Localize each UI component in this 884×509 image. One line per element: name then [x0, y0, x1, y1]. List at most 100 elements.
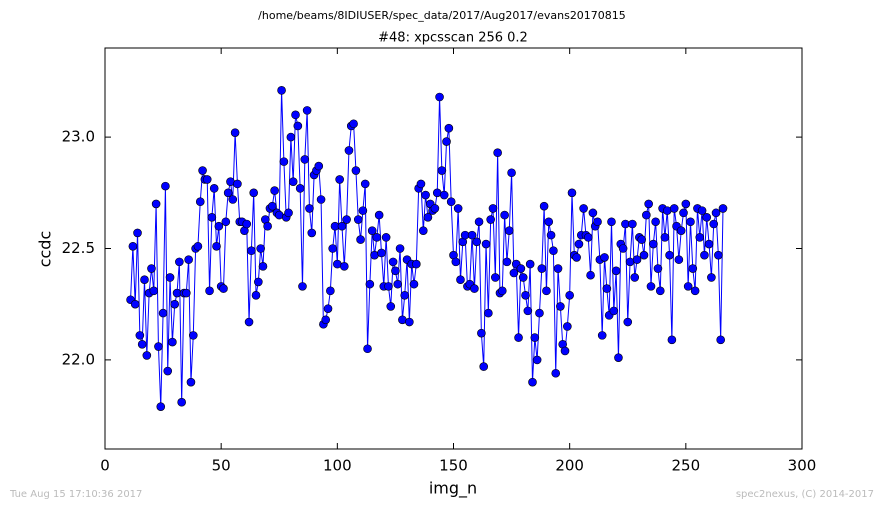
data-point: [695, 233, 705, 242]
data-point: [642, 210, 651, 220]
data-point: [644, 199, 653, 209]
data-point: [551, 368, 561, 378]
data-point: [609, 306, 619, 316]
data-point: [207, 213, 217, 222]
data-point: [488, 204, 498, 213]
data-point: [542, 286, 551, 296]
data-point: [556, 302, 565, 311]
data-point: [435, 92, 444, 102]
data-point: [667, 335, 677, 345]
data-point: [267, 201, 277, 211]
data-point: [128, 241, 138, 251]
data-point: [230, 128, 240, 137]
data-point: [686, 217, 695, 227]
data-point: [321, 315, 331, 325]
data-point: [683, 282, 693, 291]
data-point: [544, 217, 554, 227]
data-point: [679, 208, 688, 218]
data-point: [514, 333, 523, 342]
data-point: [567, 188, 577, 198]
data-point: [288, 177, 298, 186]
data-point: [175, 257, 184, 267]
data-point: [649, 239, 658, 249]
data-point: [258, 262, 268, 271]
data-point: [130, 299, 140, 309]
data-point: [532, 355, 542, 365]
data-point: [342, 215, 351, 224]
data-point: [530, 333, 540, 342]
data-point: [193, 241, 203, 251]
data-point: [500, 210, 509, 220]
data-point: [472, 237, 482, 247]
data-point: [474, 217, 484, 227]
data-point: [704, 239, 714, 249]
data-point: [316, 195, 326, 204]
data-point: [349, 119, 358, 129]
data-point: [388, 257, 398, 267]
data-point: [202, 175, 212, 184]
data-point: [298, 282, 307, 291]
footer-left: Tue Aug 15 17:10:36 2017: [9, 489, 142, 500]
data-point: [453, 204, 463, 213]
data-point: [247, 246, 256, 256]
data-point: [154, 342, 163, 351]
data-point: [572, 253, 581, 262]
data-point: [161, 181, 170, 191]
data-point: [412, 259, 421, 269]
data-point: [305, 204, 314, 213]
data-point: [233, 179, 242, 189]
x-tick-label: 250: [672, 457, 701, 475]
y-axis-label: ccdc: [36, 231, 55, 268]
data-point: [284, 208, 293, 218]
data-point: [614, 353, 623, 362]
data-point: [344, 146, 354, 155]
data-point: [442, 137, 451, 146]
data-point: [423, 213, 433, 222]
data-point: [660, 233, 670, 242]
data-point: [351, 166, 361, 175]
data-point: [681, 199, 691, 209]
data-point: [254, 277, 263, 287]
data-point: [528, 377, 537, 387]
data-point: [381, 233, 391, 242]
x-tick-label: 300: [788, 457, 817, 475]
data-point: [509, 268, 519, 278]
data-point: [416, 179, 426, 189]
data-point: [484, 308, 493, 318]
data-point: [219, 284, 228, 293]
data-point: [142, 351, 152, 360]
data-point: [205, 286, 214, 296]
data-point: [597, 331, 607, 340]
data-point: [709, 219, 719, 229]
data-point: [228, 195, 238, 204]
data-point: [307, 228, 317, 238]
data-point: [477, 328, 486, 338]
plot-frame: [104, 47, 803, 450]
data-point: [493, 148, 502, 158]
data-point: [133, 228, 142, 238]
data-point: [639, 250, 649, 260]
data-point: [467, 230, 477, 240]
data-point: [479, 362, 489, 371]
data-point: [586, 270, 595, 280]
data-point: [195, 197, 205, 207]
data-point: [209, 184, 219, 193]
data-point: [395, 244, 405, 253]
data-point: [182, 288, 191, 298]
data-point: [279, 157, 289, 166]
data-point: [363, 344, 372, 354]
data-point: [177, 397, 186, 407]
x-axis-label: img_n: [429, 479, 477, 499]
footer-right: spec2nexus, (C) 2014-2017: [736, 489, 874, 500]
data-point: [147, 264, 156, 273]
data-point: [446, 197, 456, 207]
x-tick-label: 150: [439, 457, 468, 475]
data-point: [451, 257, 461, 267]
data-point: [340, 262, 349, 271]
data-point: [430, 204, 440, 213]
data-point: [242, 219, 252, 229]
data-point: [600, 253, 609, 262]
data-point: [651, 217, 660, 227]
data-point: [516, 264, 526, 273]
